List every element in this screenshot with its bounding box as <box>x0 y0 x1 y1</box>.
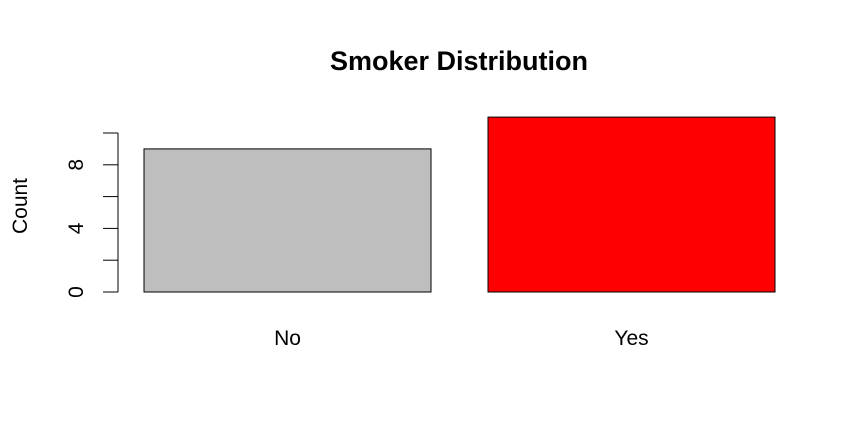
bar-no <box>143 148 432 293</box>
bar-yes <box>487 116 776 293</box>
bars <box>143 116 776 293</box>
x-axis-labels: No Yes <box>274 327 649 350</box>
y-tick-label: 4 <box>65 222 88 234</box>
x-tick-label: No <box>274 327 301 350</box>
y-axis-ticks: 0 4 8 <box>65 132 118 298</box>
y-tick-label: 8 <box>65 159 88 171</box>
chart-title: Smoker Distribution <box>330 46 588 76</box>
x-tick-label: Yes <box>614 327 648 350</box>
y-axis-label: Count <box>9 178 32 234</box>
y-tick-label: 0 <box>65 286 88 298</box>
